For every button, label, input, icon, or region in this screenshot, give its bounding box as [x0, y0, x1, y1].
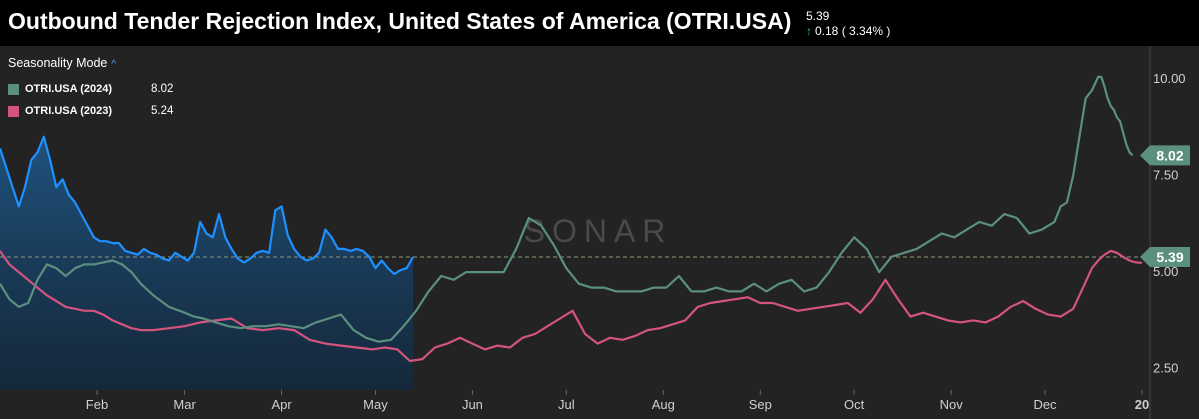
end-label-current-text: 5.39	[1156, 249, 1183, 265]
x-tick-label-7: Sep	[749, 397, 772, 412]
x-tick-label-3: May	[363, 397, 388, 412]
change-text: 0.18 ( 3.34% )	[815, 24, 891, 38]
chevron-up-icon[interactable]: ^	[111, 59, 117, 70]
x-tick-label-10: Dec	[1033, 397, 1057, 412]
y-tick-label-3: 2.50	[1153, 361, 1178, 376]
legend-name-2023: OTRI.USA (2023)	[25, 105, 113, 117]
x-tick-label-5: Jul	[558, 397, 575, 412]
series-line-2024[interactable]	[0, 75, 1134, 343]
y-tick-label-2: 5.00	[1153, 264, 1178, 279]
y-tick-label-1: 7.50	[1153, 167, 1178, 182]
legend-item-2024[interactable]: OTRI.USA (2024) 8.02	[8, 78, 173, 100]
seasonality-mode-label: Seasonality Mode	[8, 56, 108, 70]
end-label-2024-text: 8.02	[1156, 147, 1183, 163]
x-tick-label-11: 20	[1135, 397, 1149, 412]
x-tick-label-4: Jun	[462, 397, 483, 412]
arrow-up-icon: ↑	[806, 24, 812, 38]
chart-header: Outbound Tender Rejection Index, United …	[0, 0, 1199, 46]
x-tick-label-2: Apr	[271, 397, 292, 412]
legend-name-2024: OTRI.USA (2024)	[25, 83, 113, 95]
change-indicator: ↑ 0.18 ( 3.34% )	[806, 24, 890, 38]
legend-value-2023: 5.24	[151, 105, 174, 117]
end-label-2024-bg	[1140, 145, 1190, 166]
y-tick-label-0: 10.00	[1153, 71, 1186, 86]
series-current-area	[0, 136, 413, 390]
watermark-text: SONAR	[524, 213, 673, 249]
legend-swatch-2023	[8, 105, 19, 117]
series-line-current[interactable]	[0, 135, 414, 276]
x-tick-label-9: Nov	[940, 397, 964, 412]
end-label-current-bg	[1140, 247, 1190, 268]
seasonality-mode-toggle[interactable]: Seasonality Mode ^	[8, 56, 173, 70]
legend: Seasonality Mode ^ OTRI.USA (2024) 8.02 O…	[8, 56, 173, 122]
series-line-2023[interactable]	[0, 249, 1143, 363]
legend-swatch-2024	[8, 83, 19, 95]
x-tick-label-0: Feb	[86, 397, 108, 412]
legend-value-2024: 8.02	[151, 83, 174, 95]
legend-item-2023[interactable]: OTRI.USA (2023) 5.24	[8, 100, 173, 122]
current-value: 5.39	[806, 9, 830, 23]
x-tick-label-8: Oct	[844, 397, 865, 412]
x-tick-label-1: Mar	[173, 397, 196, 412]
x-tick-label-6: Aug	[652, 397, 675, 412]
chart-title: Outbound Tender Rejection Index, United …	[8, 8, 792, 34]
